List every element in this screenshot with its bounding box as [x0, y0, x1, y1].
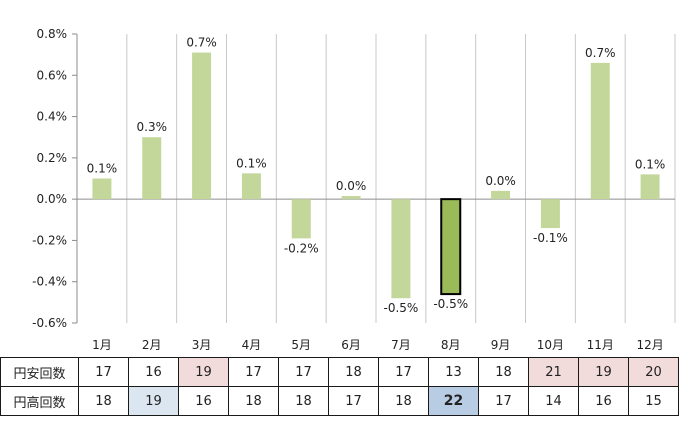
bar-5	[291, 199, 311, 239]
bar-12	[640, 174, 660, 200]
x-tick-label: 4月	[242, 338, 262, 352]
table-cell: 18	[228, 386, 279, 416]
x-tick-label: 11月	[587, 338, 614, 352]
bars	[92, 52, 660, 299]
bar-6	[341, 196, 361, 200]
x-tick-label: 2月	[142, 338, 162, 352]
x-tick-label: 6月	[341, 338, 361, 352]
x-tick-label: 7月	[391, 338, 411, 352]
x-tick-label: 5月	[291, 338, 311, 352]
table-cell: 21	[528, 357, 579, 387]
x-tick-label: 3月	[192, 338, 212, 352]
table-cell: 17	[278, 357, 329, 387]
table-cell: 16	[178, 386, 229, 416]
y-tick-label: -0.4%	[32, 275, 67, 289]
data-label: 0.7%	[186, 36, 217, 50]
table-cell: 18	[378, 386, 429, 416]
table-cell: 22	[428, 386, 479, 416]
table-cell: 19	[128, 386, 179, 416]
table-cell: 15	[628, 386, 679, 416]
table-cell: 17	[78, 357, 129, 387]
table-cell: 19	[178, 357, 229, 387]
x-axis-tick-labels: 1月 2月 3月 4月 5月 6月 7月 8月 9月 10月 11月 12月	[92, 338, 664, 352]
table-cell: 16	[578, 386, 629, 416]
data-label: 0.0%	[485, 174, 516, 188]
data-label: 0.0%	[336, 179, 367, 193]
bar-chart: 0.8% 0.6% 0.4% 0.2% 0.0% -0.2% -0.4% -0.6% 0.1%…	[32, 27, 676, 352]
data-label: -0.2%	[284, 241, 319, 255]
table-cell: 17	[328, 386, 379, 416]
data-labels: 0.1% 0.3% 0.7% 0.1% -0.2% 0.0% -0.5% -0.5% 0.0% -…	[87, 36, 666, 316]
bar-7	[391, 199, 411, 299]
bar-8	[440, 198, 462, 296]
bar-1	[92, 178, 112, 200]
x-tick-label: 9月	[491, 338, 511, 352]
count-table: 円安回数 17 16 19 17 17 18 17 13 18 21 19 20 円高回数 18 19 16 18…	[0, 357, 679, 416]
y-tick-label: 0.6%	[37, 68, 68, 82]
data-label: -0.1%	[533, 231, 568, 245]
table-row: 円安回数 17 16 19 17 17 18 17 13 18 21 19 20	[0, 357, 679, 387]
row-label: 円安回数	[0, 357, 79, 387]
bar-11	[590, 62, 610, 200]
y-tick-label: -0.6%	[32, 316, 67, 330]
table-cell: 17	[228, 357, 279, 387]
y-tick-label: 0.2%	[37, 151, 68, 165]
table-row: 円高回数 18 19 16 18 18 17 18 22 17 14 16 15	[0, 386, 679, 416]
table-cell: 18	[478, 357, 529, 387]
grid-lines	[76, 34, 676, 323]
table-cell: 14	[528, 386, 579, 416]
data-label: 0.1%	[87, 162, 118, 176]
row-label: 円高回数	[0, 386, 79, 416]
table-cell: 17	[478, 386, 529, 416]
x-tick-label: 1月	[92, 338, 112, 352]
y-tick-label: -0.2%	[32, 233, 67, 247]
y-tick-label: 0.0%	[37, 192, 68, 206]
table-cell: 18	[278, 386, 329, 416]
data-label: 0.1%	[635, 157, 666, 171]
bar-10	[540, 199, 560, 229]
data-label: -0.5%	[384, 301, 419, 315]
bar-2	[142, 137, 162, 200]
x-tick-label: 12月	[636, 338, 663, 352]
data-label: 0.1%	[236, 156, 267, 170]
table-cell: 16	[128, 357, 179, 387]
y-tick-label: 0.8%	[37, 27, 68, 41]
bar-4	[241, 173, 261, 200]
table-cell: 19	[578, 357, 629, 387]
data-label: 0.3%	[137, 120, 168, 134]
table-cell: 13	[428, 357, 479, 387]
bar-3	[192, 52, 212, 200]
y-tick-label: 0.4%	[37, 110, 68, 124]
table-cell: 20	[628, 357, 679, 387]
data-label: -0.5%	[433, 297, 468, 311]
table-cell: 18	[78, 386, 129, 416]
x-tick-label: 8月	[441, 338, 461, 352]
table-cell: 18	[328, 357, 379, 387]
bar-9	[491, 190, 511, 200]
x-tick-label: 10月	[537, 338, 564, 352]
table-cell: 17	[378, 357, 429, 387]
y-axis-tick-labels: 0.8% 0.6% 0.4% 0.2% 0.0% -0.2% -0.4% -0.6%	[32, 27, 77, 330]
data-label: 0.7%	[585, 46, 616, 60]
